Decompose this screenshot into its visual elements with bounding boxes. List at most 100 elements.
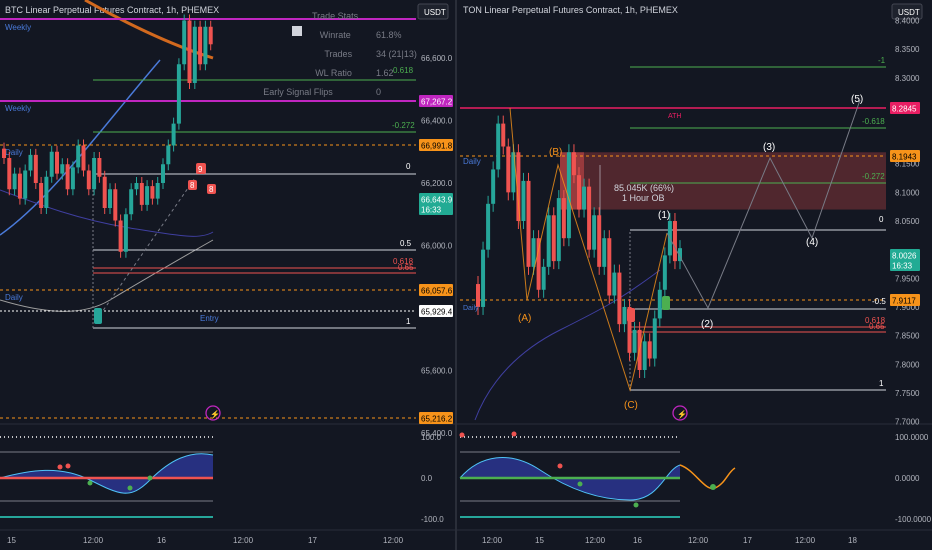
left-marker-8a-bg — [188, 180, 197, 190]
left-candle-body — [198, 26, 203, 65]
right-osc-dot — [459, 432, 465, 438]
left-candle-body — [129, 189, 134, 215]
right-osc-tick: 100.0000 — [895, 433, 929, 442]
right-x-tick: 12:00 — [585, 536, 606, 545]
right-candle-body — [571, 152, 576, 176]
right-label-fib-0: 0 — [879, 215, 884, 224]
left-osc-dot — [65, 463, 71, 469]
right-bolt-icon — [672, 405, 688, 421]
right-x-tick: 15 — [535, 536, 544, 545]
left-candle-body — [203, 26, 208, 65]
right-candle-body — [672, 221, 677, 262]
right-candle-body — [531, 238, 536, 267]
left-candle-body — [123, 214, 128, 252]
impulse-wave-path — [666, 99, 861, 310]
right-label-ext-272: -0.272 — [862, 172, 885, 181]
left-y-tick: 66,000.0 — [421, 242, 453, 251]
right-label-fib-65: 0.65 — [869, 322, 885, 331]
right-y-tick: 8.1500 — [895, 160, 920, 169]
right-x-tick: 16 — [633, 536, 642, 545]
left-candle-body — [60, 164, 65, 174]
right-x-tick: 12:00 — [795, 536, 816, 545]
left-y-tick: 66,600.0 — [421, 54, 453, 63]
left-price-tag: 66,991.8 — [421, 142, 453, 151]
right-candle-body — [496, 123, 501, 170]
label-daily-top: Daily — [5, 148, 23, 157]
left-candle-body — [76, 145, 81, 168]
right-candle-body — [541, 266, 546, 290]
order-block-sub: 1 Hour OB — [622, 193, 665, 203]
left-marker-8b-bg — [207, 184, 216, 194]
left-candle-body — [134, 183, 139, 190]
left-candle-body — [97, 158, 102, 177]
wave-label-3: (3) — [763, 142, 775, 153]
wave-label-4: (4) — [806, 237, 818, 248]
right-candle-body — [556, 198, 561, 262]
left-candle-body — [176, 64, 181, 124]
right-candle-body — [632, 329, 637, 353]
right-chart-title: TON Linear Perpetual Futures Contract, 1… — [463, 5, 678, 15]
left-osc-fill — [0, 453, 213, 494]
left-price-tag-bg — [419, 139, 453, 151]
right-candle-body — [582, 186, 587, 210]
left-x-tick: 15 — [7, 536, 16, 545]
right-label-daily: Daily — [463, 157, 481, 166]
right-signal-green — [662, 296, 670, 310]
stats-label: WL Ratio — [315, 68, 352, 78]
left-candle-body — [139, 183, 144, 205]
right-candle-body — [602, 238, 607, 267]
right-candle-body — [607, 238, 612, 296]
label-weekly: Weekly — [5, 104, 31, 113]
right-candle-body — [587, 186, 592, 250]
right-currency-label: USDT — [898, 8, 920, 17]
right-osc-line — [459, 457, 681, 501]
left-x-tick: 16 — [157, 536, 166, 545]
left-price-tag-bg — [419, 305, 453, 317]
right-candle-body — [597, 215, 602, 267]
stats-label: Winrate — [320, 30, 351, 40]
left-y-tick: 66,400.0 — [421, 117, 453, 126]
right-candle-body — [551, 215, 556, 262]
stats-value: 61.8% — [376, 30, 402, 40]
label-daily: Daily — [5, 293, 23, 302]
label-fib-0: 0 — [406, 162, 411, 171]
left-osc-dot — [87, 480, 93, 486]
left-x-tick: 12:00 — [383, 536, 404, 545]
right-price-tag-bg — [890, 294, 920, 306]
left-candle-body — [108, 189, 112, 208]
left-price-tag: 16:33 — [421, 206, 442, 215]
right-candle-body — [486, 203, 491, 250]
left-candle-body — [166, 145, 171, 165]
label-ext-272: -0.272 — [392, 121, 415, 130]
left-price-tag-bg — [419, 95, 453, 107]
left-candle-body — [161, 164, 165, 183]
right-candle-body — [546, 215, 551, 267]
label-weekly-top: Weekly — [5, 23, 31, 32]
right-candle-body — [501, 123, 506, 147]
right-candle-body — [516, 152, 521, 222]
left-candle-body — [113, 189, 118, 221]
left-x-tick: 17 — [308, 536, 317, 545]
left-price-tag: 65,216.2 — [421, 415, 453, 424]
left-candle-body — [86, 170, 91, 190]
left-osc-dot — [57, 464, 63, 470]
right-osc-dot — [633, 502, 639, 508]
right-candle-body — [678, 248, 682, 262]
right-y-tick: 8.0500 — [895, 217, 920, 226]
right-y-tick: 7.8000 — [895, 360, 920, 369]
left-candle-body — [81, 145, 86, 171]
right-x-tick: 17 — [743, 536, 752, 545]
right-y-tick: 8.3000 — [895, 74, 920, 83]
left-candle-body — [192, 26, 197, 83]
order-block-zone — [560, 152, 886, 210]
right-label-ext-618: -0.618 — [862, 117, 885, 126]
left-candle-body — [208, 26, 213, 45]
right-osc-dot — [511, 431, 517, 437]
right-y-tick: 7.7000 — [895, 418, 920, 427]
left-candle-body — [187, 20, 192, 83]
right-candle-body — [612, 272, 617, 296]
left-candle-body — [65, 164, 70, 190]
right-price-tag-bg — [890, 249, 920, 261]
left-candle-body — [145, 186, 150, 205]
order-block-label: 85.045K (66%) — [614, 183, 674, 193]
